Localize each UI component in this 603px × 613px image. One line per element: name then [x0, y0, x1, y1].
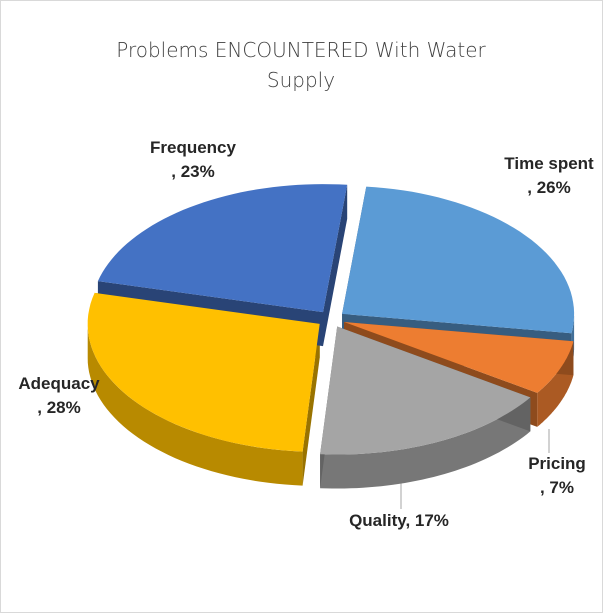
- slice-edge: [323, 184, 348, 347]
- data-label: Pricing , 7%: [528, 454, 586, 497]
- data-label: Time spent , 26%: [504, 154, 594, 197]
- data-label: Frequency , 23%: [150, 138, 237, 181]
- slice: [344, 322, 574, 393]
- slice-side: [87, 323, 303, 486]
- slice: [97, 184, 348, 313]
- slice-side: [320, 397, 531, 489]
- chart-title: Problems ENCOUNTERED With Water Supply: [116, 38, 486, 92]
- label-category: Frequency: [150, 138, 237, 157]
- slice: [342, 186, 575, 334]
- label-value: , 26%: [527, 178, 570, 197]
- label-category: Adequacy: [18, 374, 100, 393]
- label-category: Time spent: [504, 154, 594, 173]
- label-category: Quality: [349, 511, 407, 530]
- label-value: , 23%: [171, 162, 214, 181]
- slice: [87, 292, 320, 452]
- label-value: , 28%: [37, 398, 80, 417]
- slice-edge: [302, 323, 320, 486]
- label-value: , 17%: [405, 511, 448, 530]
- label-category: Pricing: [528, 454, 586, 473]
- data-label: Quality, 17%: [349, 511, 449, 530]
- label-value: , 7%: [540, 478, 574, 497]
- data-label: Adequacy , 28%: [18, 374, 100, 417]
- slice: [320, 326, 531, 455]
